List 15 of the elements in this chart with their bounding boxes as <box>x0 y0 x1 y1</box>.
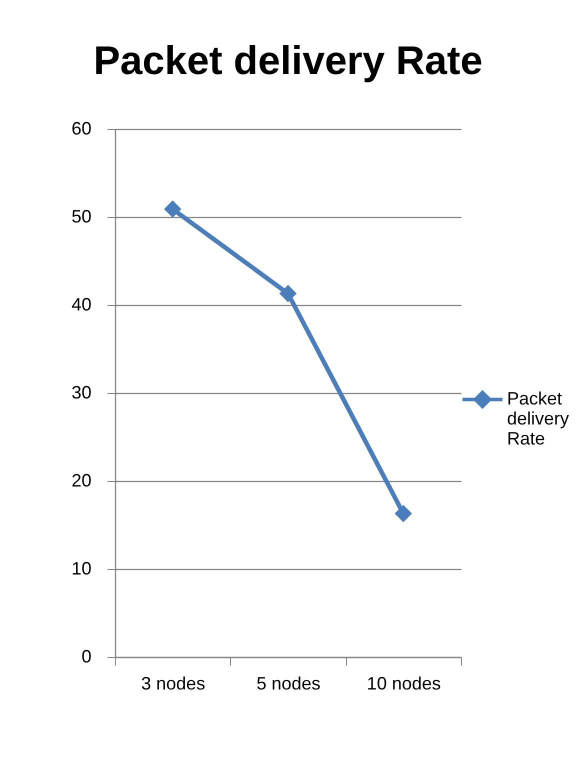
point <box>279 284 297 302</box>
x-tick-label: 10 nodes <box>366 674 441 694</box>
y-tick-label: 20 <box>71 470 92 490</box>
y-tick-label: 60 <box>71 118 92 138</box>
x-tick-label: 5 nodes <box>256 674 321 694</box>
y-tick-label: 0 <box>81 646 92 666</box>
y-tick-label: 30 <box>71 382 92 402</box>
x-tick-label: 3 nodes <box>141 674 206 694</box>
y-tick-label: 40 <box>71 294 92 314</box>
point <box>394 504 412 522</box>
point <box>164 200 182 218</box>
y-tick-label: 50 <box>71 206 92 226</box>
y-tick-label: 10 <box>71 558 92 578</box>
legend-label: Packet delivery Rate <box>507 388 570 448</box>
chart-title: Packet delivery Rate <box>93 39 483 83</box>
